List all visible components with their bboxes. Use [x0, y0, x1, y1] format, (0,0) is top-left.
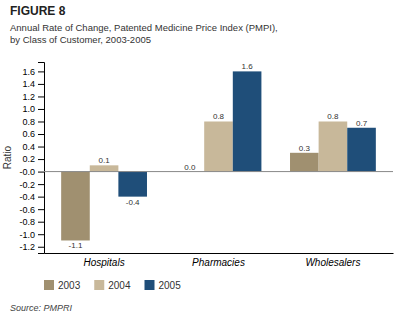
y-tick-mark: [38, 147, 44, 148]
y-tick-label: 1.4: [22, 79, 35, 89]
y-tick-label: 0.4: [22, 142, 35, 152]
bar: [319, 121, 348, 171]
bar-series: [118, 71, 375, 196]
legend-swatch: [145, 280, 155, 290]
y-tick-label: 1.0: [22, 104, 35, 114]
zero-line: [44, 171, 393, 172]
y-tick: 1.4: [22, 79, 44, 89]
y-tick: -0.2: [19, 179, 44, 189]
data-label: 1.6: [242, 62, 254, 71]
y-tick-mark: [38, 84, 44, 85]
y-tick-mark: [38, 121, 44, 122]
data-label: 0.8: [327, 112, 339, 121]
plot: -1.2 -1.0 -0.8 -0.6 -0.4 -0.2 -0.0 0.2 0.4 0.6 0.8…: [19, 62, 393, 268]
y-tick: -0.0: [19, 167, 44, 177]
data-label: 0.7: [356, 119, 368, 128]
x-axis-line: [45, 253, 394, 254]
title: FIGURE 8: [10, 4, 66, 18]
bar: [204, 121, 233, 171]
x-tick-label: Hospitals: [84, 257, 125, 268]
legend-swatch: [94, 280, 104, 290]
legend: 2003 2004 2005: [44, 280, 181, 291]
y-tick-label: -0.0: [19, 167, 35, 177]
y-tick-mark: [38, 209, 44, 210]
y-tick-mark: [38, 197, 44, 198]
y-tick-label: 0.6: [22, 129, 35, 139]
data-label: 0.8: [213, 112, 225, 121]
bar: [290, 153, 319, 172]
y-tick-mark: [38, 71, 44, 72]
bar-series: [61, 153, 318, 241]
legend-swatch: [44, 280, 54, 290]
legend-item: 2004: [94, 280, 131, 291]
y-tick: -1.2: [19, 242, 44, 252]
y-tick-mark: [38, 172, 44, 173]
x-tick-label: Wholesalers: [305, 257, 360, 268]
y-axis-title: Ratio: [2, 145, 13, 169]
bar: [347, 128, 376, 172]
y-tick-label: -0.4: [19, 192, 35, 202]
y-tick-mark: [38, 109, 44, 110]
y-tick: 0.6: [22, 129, 44, 139]
y-axis-line: [38, 63, 45, 254]
source: Source: PMPRI: [10, 303, 73, 313]
y-tick: -0.4: [19, 192, 44, 202]
x-tick: Wholesalers: [305, 253, 360, 268]
y-tick-mark: [38, 247, 44, 248]
legend-item: 2003: [44, 280, 81, 291]
y-tick-label: -0.2: [19, 179, 35, 189]
subtitle: Annual Rate of Change, Patented Medicine…: [10, 22, 278, 45]
y-tick: 1.6: [22, 67, 44, 77]
y-tick: 1.2: [22, 92, 44, 102]
data-label: 0.3: [299, 144, 311, 153]
y-tick-label: 1.2: [22, 92, 35, 102]
y-tick-label: -0.8: [19, 217, 35, 227]
data-label: -0.4: [126, 198, 140, 207]
y-tick-mark: [38, 222, 44, 223]
data-label: 0.0: [184, 163, 196, 172]
y-tick: -1.0: [19, 230, 44, 240]
y-tick-label: 0.2: [22, 154, 35, 164]
y-tick: 0.4: [22, 142, 44, 152]
y-tick-label: 0.8: [22, 117, 35, 127]
y-tick-label: -0.6: [19, 205, 35, 215]
y-tick-mark: [38, 96, 44, 97]
y-tick: 1.0: [22, 104, 44, 114]
y-tick-mark: [38, 134, 44, 135]
bar: [90, 165, 119, 171]
legend-label: 2004: [108, 280, 131, 291]
legend-item: 2005: [145, 280, 182, 291]
bar: [233, 71, 262, 171]
bar: [61, 172, 90, 241]
y-tick-label: 1.6: [22, 67, 35, 77]
y-tick-label: -1.2: [19, 242, 35, 252]
legend-label: 2005: [159, 280, 182, 291]
bars: [61, 71, 376, 240]
x-tick: Pharmacies: [192, 253, 245, 268]
bar-series: [90, 121, 347, 171]
x-tick-label: Pharmacies: [192, 257, 245, 268]
y-axis: -1.2 -1.0 -0.8 -0.6 -0.4 -0.2 -0.0 0.2 0.4 0.6 0.8…: [19, 63, 44, 254]
y-tick: -0.8: [19, 217, 44, 227]
bar: [118, 172, 147, 197]
y-tick: -0.6: [19, 205, 44, 215]
y-tick-mark: [38, 159, 44, 160]
x-axis: Hospitals Pharmacies Wholesalers: [45, 253, 394, 268]
chart: FIGURE 8 Annual Rate of Change, Patented …: [0, 0, 405, 319]
x-tick: Hospitals: [84, 253, 125, 268]
y-tick: 0.8: [22, 117, 44, 127]
legend-label: 2003: [58, 280, 81, 291]
y-tick-mark: [38, 184, 44, 185]
y-tick-mark: [38, 234, 44, 235]
data-labels: -1.1 0.0 0.3 0.1 0.8 0.8 -0.4 1.6 0.7: [69, 62, 368, 250]
data-label: 0.1: [99, 156, 111, 165]
data-label: -1.1: [69, 241, 83, 250]
y-tick: 0.2: [22, 154, 44, 164]
y-tick-label: -1.0: [19, 230, 35, 240]
